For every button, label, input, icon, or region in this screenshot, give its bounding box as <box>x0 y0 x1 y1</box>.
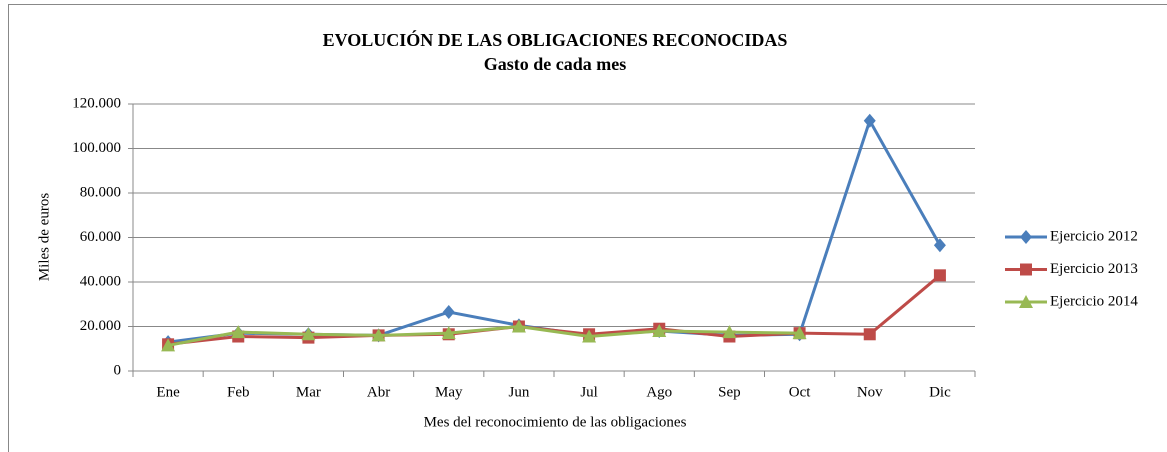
y-axis-label: Miles de euros <box>36 193 52 281</box>
chart-title: EVOLUCIÓN DE LAS OBLIGACIONES RECONOCIDA… <box>323 29 788 50</box>
data-point <box>652 323 667 337</box>
data-point <box>722 325 737 339</box>
chart-border <box>8 4 1167 452</box>
legend-marker <box>1019 295 1033 308</box>
x-tick-label: Nov <box>857 384 883 400</box>
legend-label: Ejercicio 2012 <box>1050 228 1138 244</box>
data-point <box>442 305 455 320</box>
x-tick-label: Jul <box>580 384 598 400</box>
y-tick-label: 100.000 <box>72 140 121 156</box>
data-point <box>161 338 176 352</box>
chart-subtitle: Gasto de cada mes <box>484 54 627 74</box>
data-point <box>933 238 946 253</box>
data-point <box>301 327 316 341</box>
data-point <box>863 328 876 341</box>
x-tick-label: Jun <box>508 384 529 400</box>
legend-marker <box>1020 230 1032 244</box>
x-tick-label: Ago <box>646 384 672 400</box>
data-point <box>582 329 597 343</box>
x-axis-label: Mes del reconocimiento de las obligacion… <box>424 414 687 430</box>
data-point <box>231 325 246 339</box>
x-tick-label: Ene <box>156 384 180 400</box>
y-tick-label: 20.000 <box>80 318 121 334</box>
legend-label: Ejercicio 2014 <box>1050 293 1138 309</box>
x-tick-label: Mar <box>296 384 321 400</box>
data-point <box>371 328 386 342</box>
legend-label: Ejercicio 2013 <box>1050 261 1138 277</box>
data-point <box>511 319 526 333</box>
data-point <box>441 326 456 340</box>
data-point <box>863 113 876 128</box>
x-tick-label: Dic <box>929 384 951 400</box>
y-tick-label: 120.000 <box>72 95 121 111</box>
x-tick-label: Oct <box>789 384 811 400</box>
x-tick-label: Abr <box>367 384 390 400</box>
data-point <box>792 326 807 340</box>
series-line <box>167 324 800 347</box>
y-tick-label: 80.000 <box>80 184 121 200</box>
x-tick-label: May <box>435 384 463 400</box>
y-tick-label: 0 <box>114 362 122 378</box>
legend-marker <box>1020 263 1032 276</box>
data-point <box>933 269 946 282</box>
x-tick-label: Sep <box>718 384 741 400</box>
x-tick-label: Feb <box>227 384 250 400</box>
y-tick-label: 60.000 <box>80 229 121 245</box>
y-tick-label: 40.000 <box>80 273 121 289</box>
